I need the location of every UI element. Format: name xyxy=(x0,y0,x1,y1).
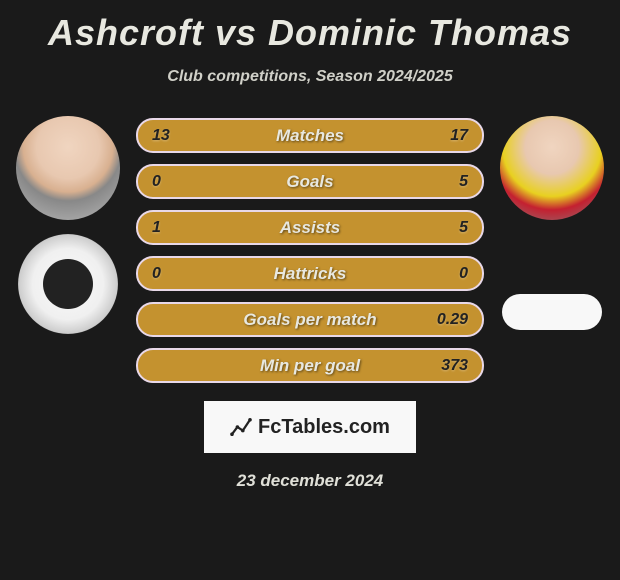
club-left-badge xyxy=(18,234,118,334)
stat-right-value: 0 xyxy=(459,265,468,283)
stat-left-value: 13 xyxy=(152,127,170,145)
stat-bar-min-per-goal: Min per goal 373 xyxy=(136,348,484,383)
stat-bar-hattricks: 0 Hattricks 0 xyxy=(136,256,484,291)
chart-icon xyxy=(230,418,252,436)
stat-right-value: 373 xyxy=(441,357,468,375)
date-text: 23 december 2024 xyxy=(0,471,620,491)
comparison-row: 13 Matches 17 0 Goals 5 1 Assists 5 0 Ha… xyxy=(0,116,620,383)
stat-left-value: 0 xyxy=(152,265,161,283)
stat-label: Min per goal xyxy=(260,356,360,376)
stat-label: Assists xyxy=(280,218,340,238)
stat-right-value: 0.29 xyxy=(437,311,468,329)
branding-text: FcTables.com xyxy=(258,416,390,439)
stats-column: 13 Matches 17 0 Goals 5 1 Assists 5 0 Ha… xyxy=(128,118,492,383)
stat-bar-goals: 0 Goals 5 xyxy=(136,164,484,199)
branding-box[interactable]: FcTables.com xyxy=(204,401,416,453)
subtitle: Club competitions, Season 2024/2025 xyxy=(0,68,620,86)
page-title: Ashcroft vs Dominic Thomas xyxy=(0,0,620,54)
stat-right-value: 17 xyxy=(450,127,468,145)
stat-bar-matches: 13 Matches 17 xyxy=(136,118,484,153)
stat-label: Hattricks xyxy=(274,264,347,284)
player-left-photo xyxy=(16,116,120,220)
club-right-badge xyxy=(502,294,602,330)
stat-bar-assists: 1 Assists 5 xyxy=(136,210,484,245)
player-right-column xyxy=(492,116,612,330)
stat-right-value: 5 xyxy=(459,219,468,237)
player-right-photo xyxy=(500,116,604,220)
stat-left-value: 0 xyxy=(152,173,161,191)
stat-label: Goals xyxy=(286,172,333,192)
stat-label: Goals per match xyxy=(243,310,376,330)
stat-right-value: 5 xyxy=(459,173,468,191)
stat-left-value: 1 xyxy=(152,219,161,237)
stat-label: Matches xyxy=(276,126,344,146)
stat-bar-goals-per-match: Goals per match 0.29 xyxy=(136,302,484,337)
player-left-column xyxy=(8,116,128,334)
club-badge-icon xyxy=(43,259,93,309)
